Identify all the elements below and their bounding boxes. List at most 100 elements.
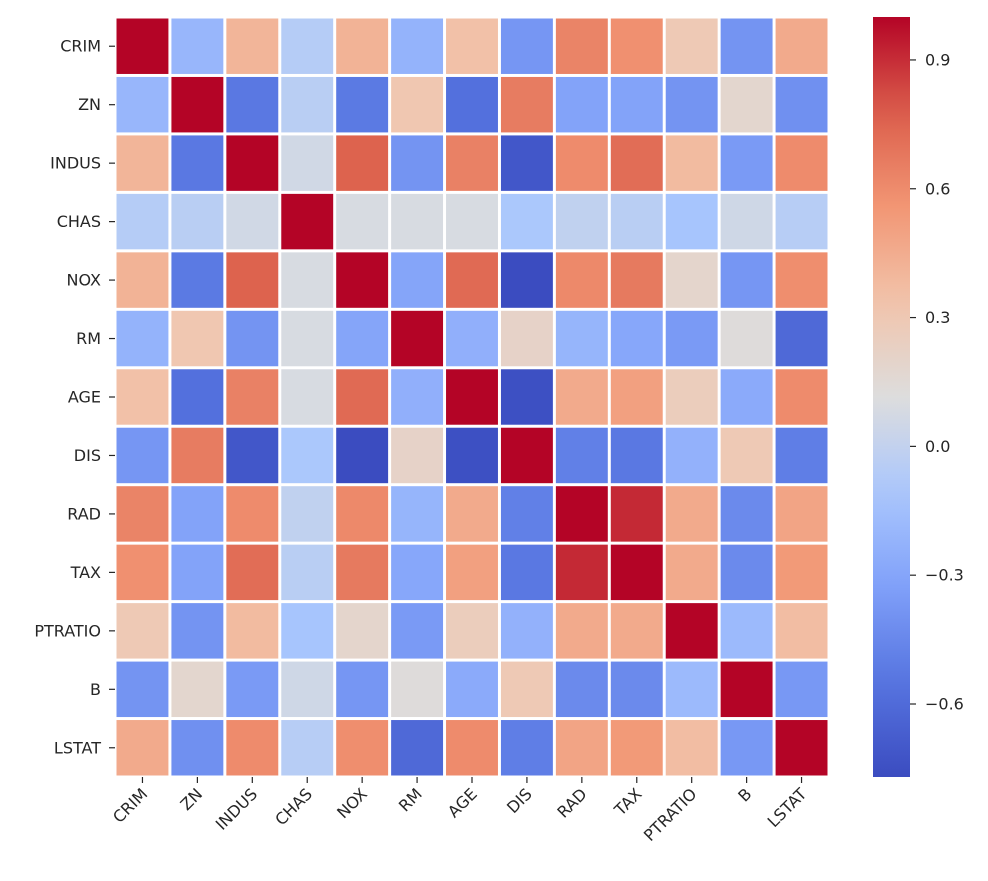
heatmap-cell-nox-rad: [555, 252, 608, 308]
heatmap-cell-indus-tax: [610, 135, 663, 191]
row-label-zn: ZN: [78, 95, 101, 114]
column-label-tax: TAX: [610, 784, 646, 820]
heatmap-cell-dis-age: [446, 427, 498, 484]
heatmap-cell-age-tax: [610, 369, 663, 425]
heatmap-cell-age-crim: [116, 369, 169, 425]
heatmap-cell-zn-rm: [391, 76, 444, 133]
heatmap-cell-ptratio-chas: [281, 603, 334, 659]
heatmap-cell-rm-b: [720, 310, 773, 367]
row-label-crim: CRIM: [60, 37, 101, 56]
heatmap-cell-b-tax: [610, 661, 663, 718]
heatmap-cell-lstat-rad: [555, 720, 608, 776]
heatmap-cell-rm-rm: [391, 310, 444, 367]
heatmap-cell-zn-rad: [555, 76, 608, 133]
heatmap-cell-indus-nox: [336, 135, 389, 191]
heatmap-cell-crim-tax: [610, 18, 663, 74]
heatmap-cell-rm-chas: [281, 310, 334, 367]
row-label-dis: DIS: [74, 446, 101, 465]
heatmap-cell-rad-rad: [555, 486, 608, 542]
heatmap-cell-rm-zn: [171, 310, 224, 367]
heatmap-cell-b-indus: [226, 661, 279, 718]
column-label-dis: DIS: [503, 784, 536, 817]
heatmap-cell-crim-rad: [555, 18, 608, 74]
heatmap-cell-ptratio-lstat: [775, 603, 828, 659]
heatmap-cell-tax-age: [446, 544, 498, 601]
heatmap-cell-zn-crim: [116, 76, 169, 133]
heatmap-cell-crim-crim: [116, 18, 169, 74]
column-label-rad: RAD: [553, 784, 590, 821]
heatmap-cell-ptratio-rm: [391, 603, 444, 659]
row-label-rad: RAD: [67, 504, 101, 523]
heatmap-cell-indus-indus: [226, 135, 279, 191]
row-label-nox: NOX: [67, 271, 102, 290]
column-label-nox: NOX: [333, 784, 371, 822]
heatmap-cell-chas-tax: [610, 193, 663, 250]
heatmap-cell-lstat-indus: [226, 720, 279, 776]
heatmap-cell-ptratio-age: [446, 603, 498, 659]
heatmap-cell-zn-b: [720, 76, 773, 133]
heatmap-cell-rm-dis: [500, 310, 553, 367]
heatmap-cell-age-rm: [391, 369, 444, 425]
colorbar-ticks: 0.9 0.6 0.3 0.0 −0.3 −0.6: [910, 50, 964, 714]
row-label-ptratio: PTRATIO: [34, 621, 101, 640]
heatmap-cell-crim-nox: [336, 18, 389, 74]
heatmap-cell-dis-ptratio: [665, 427, 718, 484]
heatmap-cell-dis-zn: [171, 427, 224, 484]
heatmap-cell-age-chas: [281, 369, 334, 425]
heatmap-cell-b-b: [720, 661, 773, 718]
heatmap-cell-rad-ptratio: [665, 486, 718, 542]
heatmap-cell-zn-nox: [336, 76, 389, 133]
row-label-age: AGE: [68, 388, 101, 407]
colorbar-tick-label: −0.6: [925, 695, 964, 714]
heatmap-cell-dis-nox: [336, 427, 389, 484]
heatmap-cell-ptratio-nox: [336, 603, 389, 659]
heatmap-cell-tax-zn: [171, 544, 224, 601]
heatmap-cell-zn-tax: [610, 76, 663, 133]
row-label-rm: RM: [76, 329, 101, 348]
heatmap-cell-lstat-age: [446, 720, 498, 776]
heatmap-cell-chas-rm: [391, 193, 444, 250]
heatmap-cell-crim-chas: [281, 18, 334, 74]
heatmap-cell-nox-lstat: [775, 252, 828, 308]
heatmap-cell-rm-rad: [555, 310, 608, 367]
heatmap-cell-nox-nox: [336, 252, 389, 308]
heatmap-cell-dis-b: [720, 427, 773, 484]
heatmap-cell-nox-b: [720, 252, 773, 308]
column-label-zn: ZN: [177, 784, 207, 814]
heatmap-cell-tax-indus: [226, 544, 279, 601]
heatmap-cell-indus-ptratio: [665, 135, 718, 191]
heatmap-cell-b-dis: [500, 661, 553, 718]
heatmap-cell-ptratio-indus: [226, 603, 279, 659]
heatmap-cell-rad-chas: [281, 486, 334, 542]
heatmap-cell-rad-zn: [171, 486, 224, 542]
colorbar-tick-label: 0.3: [925, 308, 950, 327]
heatmap-cell-indus-b: [720, 135, 773, 191]
heatmap-cell-crim-b: [720, 18, 773, 74]
heatmap-cell-lstat-lstat: [775, 720, 828, 776]
heatmap-cell-dis-dis: [500, 427, 553, 484]
heatmap-cell-lstat-ptratio: [665, 720, 718, 776]
heatmap-cell-rm-age: [446, 310, 498, 367]
heatmap-cell-ptratio-zn: [171, 603, 224, 659]
heatmap-cell-rad-crim: [116, 486, 169, 542]
heatmap-cell-age-rad: [555, 369, 608, 425]
heatmap-cell-chas-age: [446, 193, 498, 250]
heatmap-cell-dis-rad: [555, 427, 608, 484]
heatmap-cell-b-lstat: [775, 661, 828, 718]
heatmap-cell-rm-indus: [226, 310, 279, 367]
heatmap-cell-chas-crim: [116, 193, 169, 250]
heatmap-cell-tax-rm: [391, 544, 444, 601]
heatmap-cell-b-rad: [555, 661, 608, 718]
heatmap-cell-tax-chas: [281, 544, 334, 601]
heatmap-cell-dis-tax: [610, 427, 663, 484]
heatmap-cell-crim-zn: [171, 18, 224, 74]
heatmap-cell-age-nox: [336, 369, 389, 425]
heatmap-cell-lstat-zn: [171, 720, 224, 776]
heatmap-cell-chas-indus: [226, 193, 279, 250]
heatmap-cell-ptratio-rad: [555, 603, 608, 659]
heatmap-cell-b-ptratio: [665, 661, 718, 718]
heatmap-cell-age-ptratio: [665, 369, 718, 425]
heatmap-cell-nox-dis: [500, 252, 553, 308]
row-label-lstat: LSTAT: [54, 738, 101, 757]
